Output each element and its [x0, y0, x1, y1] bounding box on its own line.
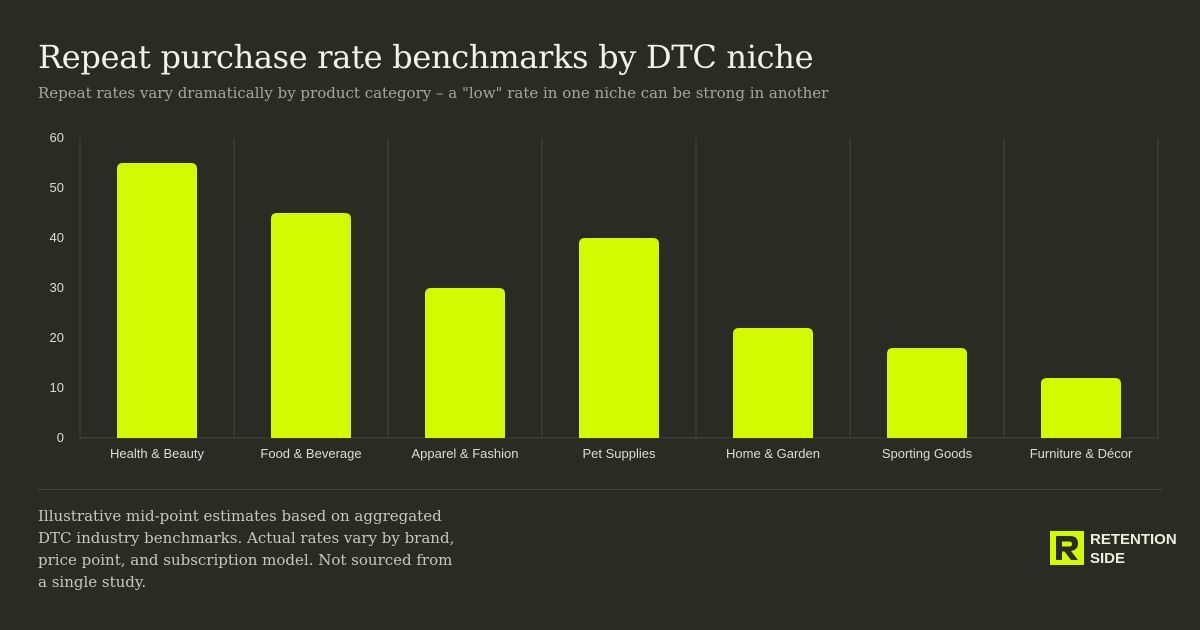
retention-side-logo-icon: [1050, 531, 1084, 565]
bar: [425, 288, 505, 438]
y-tick-label: 40: [50, 230, 64, 245]
chart-title: Repeat purchase rate benchmarks by DTC n…: [38, 38, 814, 76]
y-tick-label: 0: [57, 430, 64, 445]
y-tick-label: 60: [50, 130, 64, 145]
bar: [1041, 378, 1121, 438]
bar: [733, 328, 813, 438]
x-tick-label: Sporting Goods: [882, 446, 973, 461]
x-tick-label: Home & Garden: [726, 446, 820, 461]
y-tick-label: 50: [50, 180, 64, 195]
logo-line-2: SIDE: [1090, 550, 1126, 567]
chart-subtitle: Repeat rates vary dramatically by produc…: [38, 84, 829, 102]
x-tick-label: Apparel & Fashion: [412, 446, 519, 461]
x-tick-label: Health & Beauty: [110, 446, 204, 461]
logo-line-1: RETENTION: [1090, 531, 1177, 548]
bar: [117, 163, 197, 438]
footnote: Illustrative mid-point estimates based o…: [38, 507, 455, 591]
footer-divider: [38, 489, 1162, 490]
y-tick-label: 10: [50, 380, 64, 395]
y-tick-label: 30: [50, 280, 64, 295]
bar: [887, 348, 967, 438]
bar-chart: 0 10 20 30 40 50 60 Health & Beauty Food & Bever…: [50, 130, 1159, 461]
bar: [579, 238, 659, 438]
x-tick-label: Furniture & Décor: [1030, 446, 1133, 461]
logo-wordmark: RETENTION SIDE: [1090, 530, 1177, 568]
y-tick-label: 20: [50, 330, 64, 345]
bar: [271, 213, 351, 438]
x-tick-label: Pet Supplies: [583, 446, 656, 461]
x-tick-label: Food & Beverage: [260, 446, 361, 461]
brand-logo: RETENTION SIDE: [1050, 530, 1177, 570]
